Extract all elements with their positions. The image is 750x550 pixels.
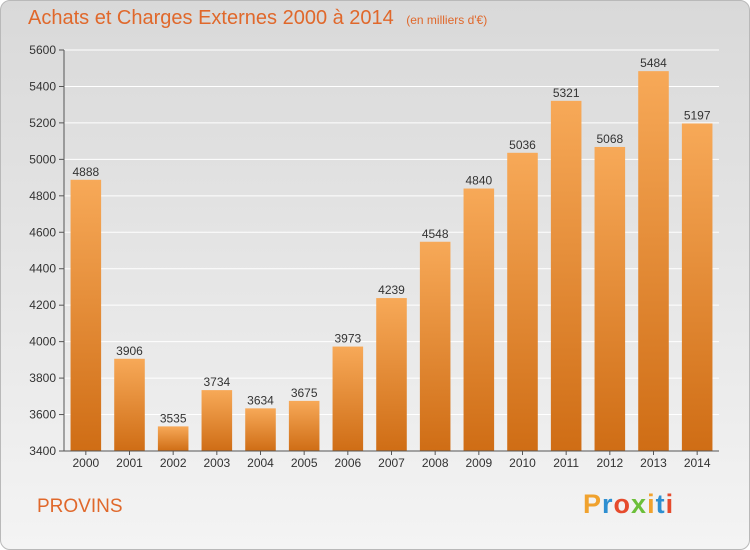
bar [70, 179, 102, 451]
bar [376, 298, 407, 451]
y-tick-label: 4200 [29, 298, 56, 312]
logo-letter: i [647, 489, 656, 519]
y-tick-label: 5200 [29, 116, 56, 130]
logo-letter: r [602, 489, 614, 519]
data-label: 5321 [553, 86, 580, 100]
x-tick-label: 2004 [247, 456, 274, 470]
x-tick-label: 2005 [291, 456, 318, 470]
data-label: 5197 [684, 108, 711, 122]
data-label: 5484 [640, 56, 667, 70]
y-tick-label: 4400 [29, 262, 56, 276]
data-label: 4239 [378, 283, 405, 297]
bar [114, 358, 145, 451]
y-tick-label: 3400 [29, 444, 56, 458]
bar [245, 408, 276, 451]
bar [201, 390, 233, 451]
proxiti-logo[interactable]: Proxiti [583, 489, 674, 520]
bar [507, 152, 538, 451]
data-label: 5036 [509, 138, 536, 152]
x-tick-label: 2002 [160, 456, 187, 470]
chart-title: Achats et Charges Externes 2000 à 2014 (… [28, 7, 487, 30]
bar [419, 241, 451, 451]
data-label: 3906 [116, 344, 143, 358]
bar [594, 146, 626, 451]
logo-letter: o [613, 489, 632, 519]
logo-letter: P [583, 489, 603, 519]
data-label: 4548 [422, 227, 449, 241]
bar-layer [70, 71, 713, 452]
y-tick-label: 4800 [29, 189, 56, 203]
data-label: 4888 [72, 165, 99, 179]
data-label: 3675 [291, 386, 318, 400]
x-tick-label: 2011 [553, 456, 579, 470]
bar [638, 71, 669, 451]
bar [332, 346, 364, 451]
y-tick-label: 5400 [29, 79, 56, 93]
bar [681, 123, 713, 452]
logo-letter: x [631, 489, 648, 519]
data-label: 3535 [160, 411, 187, 425]
x-tick-label: 2006 [334, 456, 361, 470]
chart-title-text: Achats et Charges Externes 2000 à 2014 [28, 7, 394, 29]
x-tick-label: 2000 [72, 456, 99, 470]
y-tick-label: 5600 [29, 43, 56, 57]
x-tick-label: 2012 [596, 456, 623, 470]
bar [550, 100, 582, 451]
commune-name: PROVINS [37, 496, 123, 517]
bar [463, 188, 495, 451]
x-tick-label: 2014 [684, 456, 711, 470]
logo-letter: t [655, 489, 666, 519]
data-label: 5068 [596, 132, 623, 146]
x-tick-label: 2001 [116, 456, 143, 470]
x-tick-label: 2008 [422, 456, 449, 470]
data-label: 3734 [203, 375, 230, 389]
data-label: 4840 [465, 174, 492, 188]
x-tick-label: 2009 [465, 456, 492, 470]
data-label: 3973 [334, 332, 361, 346]
y-tick-label: 3800 [29, 371, 56, 385]
y-tick-label: 4600 [29, 225, 56, 239]
bar [288, 400, 320, 451]
label-layer: 4888 3906 3535 3734 3634 3675 3973 4239 4548 4840… [72, 56, 710, 425]
x-tick-label: 2003 [203, 456, 230, 470]
bar [157, 426, 189, 451]
logo-letter: i [665, 489, 675, 519]
data-label: 3634 [247, 393, 274, 407]
y-tick-label: 5000 [29, 152, 56, 166]
x-tick-label: 2007 [378, 456, 405, 470]
x-tick-label: 2013 [640, 456, 667, 470]
chart-unit: (en milliers d'€) [406, 13, 488, 27]
x-tick-label: 2010 [509, 456, 536, 470]
y-tick-label: 4000 [29, 335, 56, 349]
axis-layer: 3400 3600 3800 4000 4200 4400 4600 4800 5000 5200… [29, 43, 719, 470]
y-tick-label: 3600 [29, 408, 56, 422]
